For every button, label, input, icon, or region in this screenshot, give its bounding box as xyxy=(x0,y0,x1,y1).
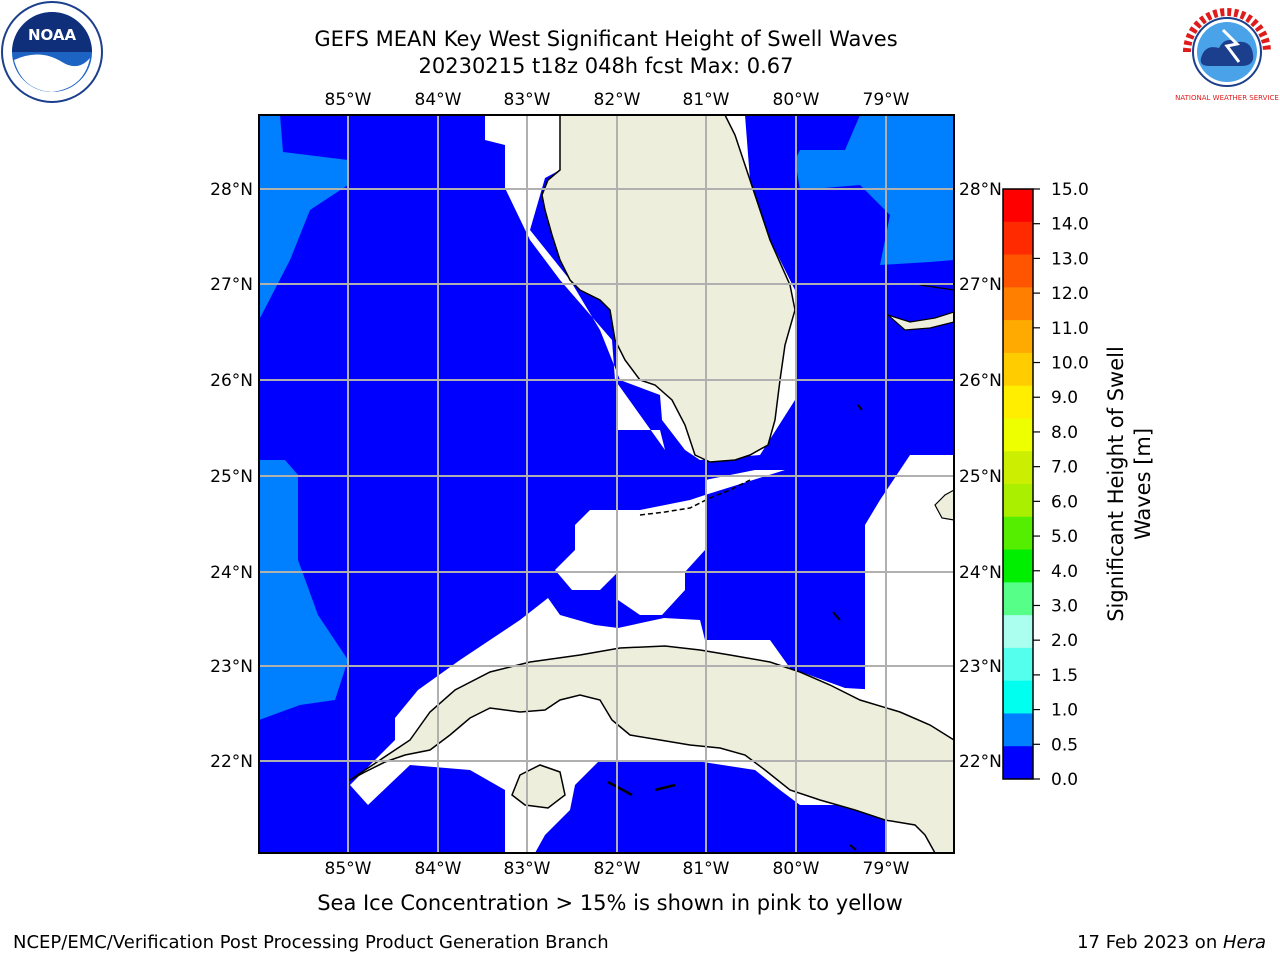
lat-label-left: 22°N xyxy=(210,752,253,772)
colorbar-segment xyxy=(1003,647,1033,682)
generation-date-text: 17 Feb 2023 on xyxy=(1077,932,1223,953)
colorbar-tick-label: 1.5 xyxy=(1051,666,1078,686)
lat-label-right: 26°N xyxy=(959,371,1002,391)
colorbar-segment xyxy=(1003,615,1033,649)
colorbar-ticks: 15.0 14.0 13.0 12.0 11.0 10.0 9.0 8.0 7.0 6.0 5.0 4… xyxy=(1033,180,1089,790)
land-cuba xyxy=(349,645,954,853)
florida-keys xyxy=(639,479,751,516)
lon-label-top: 81°W xyxy=(683,90,730,110)
lon-label-bottom: 85°W xyxy=(325,859,372,879)
colorbar-tick-label: 12.0 xyxy=(1051,284,1089,304)
lon-label-top: 80°W xyxy=(773,90,820,110)
colorbar-tick-label: 8.0 xyxy=(1051,423,1078,443)
colorbar-segment xyxy=(1003,451,1033,485)
lat-label-left: 24°N xyxy=(210,563,253,583)
lon-label-top: 82°W xyxy=(594,90,641,110)
colorbar-segment xyxy=(1003,254,1033,288)
colorbar-segment xyxy=(1003,680,1033,714)
lat-label-left: 28°N xyxy=(210,180,253,200)
lon-label-bottom: 80°W xyxy=(773,859,820,879)
colorbar-tick-label: 2.0 xyxy=(1051,631,1078,651)
colorbar-tick-label: 6.0 xyxy=(1051,492,1078,512)
mask-gulf-coast xyxy=(485,115,795,460)
colorbar-segment xyxy=(1003,385,1033,419)
colorbar-tick-label: 13.0 xyxy=(1051,249,1089,269)
ocean-mid-field-southwest xyxy=(259,460,348,720)
producer-credit: NCEP/EMC/Verification Post Processing Pr… xyxy=(13,932,609,953)
mask-bahamas xyxy=(865,455,954,853)
lat-label-right: 25°N xyxy=(959,467,1002,487)
mask-cuba-north xyxy=(350,598,954,853)
colorbar-segment xyxy=(1003,189,1033,223)
noaa-logo-icon: NOAA xyxy=(1,1,103,103)
graticule xyxy=(259,115,954,853)
ocean-mid-field-west xyxy=(259,115,348,320)
lat-label-right: 22°N xyxy=(959,752,1002,772)
generation-date: 17 Feb 2023 on Hera xyxy=(1077,932,1266,953)
colorbar-tick-label: 0.0 xyxy=(1051,770,1078,790)
land-florida xyxy=(541,115,796,463)
colorbar-segment xyxy=(1003,320,1033,354)
colorbar-segment xyxy=(1003,287,1033,321)
colorbar-label: Significant Height of Swell xyxy=(1104,346,1128,622)
colorbar-segment xyxy=(1003,484,1033,518)
colorbar-tick-label: 15.0 xyxy=(1051,180,1089,200)
colorbar-segment xyxy=(1003,713,1033,747)
lon-label-bottom: 83°W xyxy=(504,859,551,879)
lat-label-right: 28°N xyxy=(959,180,1002,200)
colorbar-segment xyxy=(1003,746,1033,780)
map-frame xyxy=(258,114,955,854)
sea-ice-note: Sea Ice Concentration > 15% is shown in … xyxy=(317,891,903,915)
colorbar-tick-label: 10.0 xyxy=(1051,354,1089,374)
colorbar-frame xyxy=(1002,188,1034,780)
colorbar-tick-label: 3.0 xyxy=(1051,596,1078,616)
colorbar-tick-label: 0.5 xyxy=(1051,735,1078,755)
lon-label-top: 79°W xyxy=(863,90,910,110)
map-title: GEFS MEAN Key West Significant Height of… xyxy=(314,27,898,51)
colorbar-tick-label: 5.0 xyxy=(1051,527,1078,547)
ocean-low-field xyxy=(259,115,954,853)
lat-label-left: 23°N xyxy=(210,657,253,677)
colorbar-segment xyxy=(1003,582,1033,616)
colorbar-tick-label: 7.0 xyxy=(1051,458,1078,478)
colorbar-segment xyxy=(1003,549,1033,583)
mask-keys xyxy=(555,470,785,615)
lon-label-bottom: 82°W xyxy=(594,859,641,879)
land-bahamas-andros xyxy=(934,489,954,521)
lon-label-bottom: 79°W xyxy=(863,859,910,879)
lon-label-top: 85°W xyxy=(325,90,372,110)
lon-label-bottom: 81°W xyxy=(683,859,730,879)
colorbar-segment xyxy=(1003,418,1033,452)
lat-label-right: 23°N xyxy=(959,657,1002,677)
colorbar-segment xyxy=(1003,516,1033,551)
colorbar-segment xyxy=(1003,352,1033,387)
colorbar-tick-label: 9.0 xyxy=(1051,388,1078,408)
colorbar-tick-label: 14.0 xyxy=(1051,215,1089,235)
colorbar-label-units: Waves [m] xyxy=(1131,428,1155,540)
lon-label-bottom: 84°W xyxy=(415,859,462,879)
noaa-logo-text: NOAA xyxy=(28,26,77,44)
colorbar-tick-label: 1.0 xyxy=(1051,701,1078,721)
nws-logo-icon: NATIONAL WEATHER SERVICE xyxy=(1175,4,1279,102)
lat-label-right: 24°N xyxy=(959,563,1002,583)
lat-label-left: 27°N xyxy=(210,275,253,295)
lat-label-right: 27°N xyxy=(959,275,1002,295)
lat-label-left: 26°N xyxy=(210,371,253,391)
colorbar-tick-label: 4.0 xyxy=(1051,562,1078,582)
ocean-mid-field-east xyxy=(795,115,954,265)
colorbar-segment xyxy=(1003,221,1033,256)
generation-host: Hera xyxy=(1222,932,1266,953)
map-subtitle: 20230215 t18z 048h fcst Max: 0.67 xyxy=(418,54,794,78)
colorbar xyxy=(1003,189,1033,780)
lon-label-top: 84°W xyxy=(415,90,462,110)
colorbar-tick-label: 11.0 xyxy=(1051,319,1089,339)
lat-label-left: 25°N xyxy=(210,467,253,487)
land-grand-bahama xyxy=(887,311,954,331)
land-isla-juventud xyxy=(511,764,566,809)
lon-label-top: 83°W xyxy=(504,90,551,110)
nws-logo-text: NATIONAL WEATHER SERVICE xyxy=(1175,94,1279,102)
